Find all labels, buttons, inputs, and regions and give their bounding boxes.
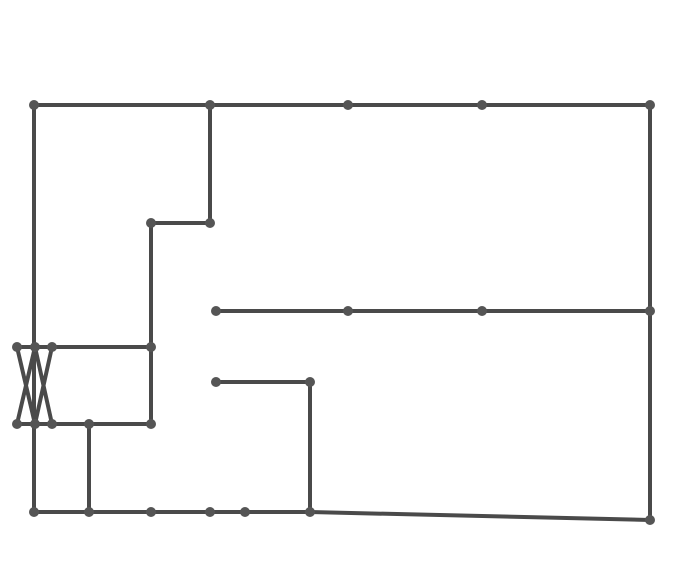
vertex-node-1: [29, 100, 39, 110]
vertex-node-23: [29, 507, 39, 517]
vertex-node-4: [477, 100, 487, 110]
vertex-node-22: [146, 419, 156, 429]
vertex-node-2: [205, 100, 215, 110]
vertex-node-13: [30, 342, 40, 352]
vertex-node-5: [645, 100, 655, 110]
vertex-node-3: [343, 100, 353, 110]
vertex-node-19: [30, 419, 40, 429]
vertex-node-8: [211, 306, 221, 316]
vertex-node-28: [305, 507, 315, 517]
vertex-node-26: [205, 507, 215, 517]
vertex-node-9: [343, 306, 353, 316]
vertex-node-7: [205, 218, 215, 228]
vertex-node-14: [47, 342, 57, 352]
outer-wall-bottom: [32, 510, 652, 522]
vertex-node-17: [305, 377, 315, 387]
door-cross-left-b: [15, 345, 37, 426]
vertex-node-6: [146, 218, 156, 228]
vertex-node-18: [12, 419, 22, 429]
vertex-node-20: [47, 419, 57, 429]
vertex-node-10: [477, 306, 487, 316]
vertex-node-11: [645, 306, 655, 316]
vertex-node-15: [146, 342, 156, 352]
vertex-node-24: [84, 507, 94, 517]
vertex-node-21: [84, 419, 94, 429]
vertex-node-16: [211, 377, 221, 387]
vertex-node-29: [645, 515, 655, 525]
vertex-node-27: [240, 507, 250, 517]
walls-group: [15, 103, 652, 522]
vertex-node-12: [12, 342, 22, 352]
nodes-group: [12, 100, 655, 525]
door-cross-right-b: [33, 345, 54, 426]
vertex-node-25: [146, 507, 156, 517]
